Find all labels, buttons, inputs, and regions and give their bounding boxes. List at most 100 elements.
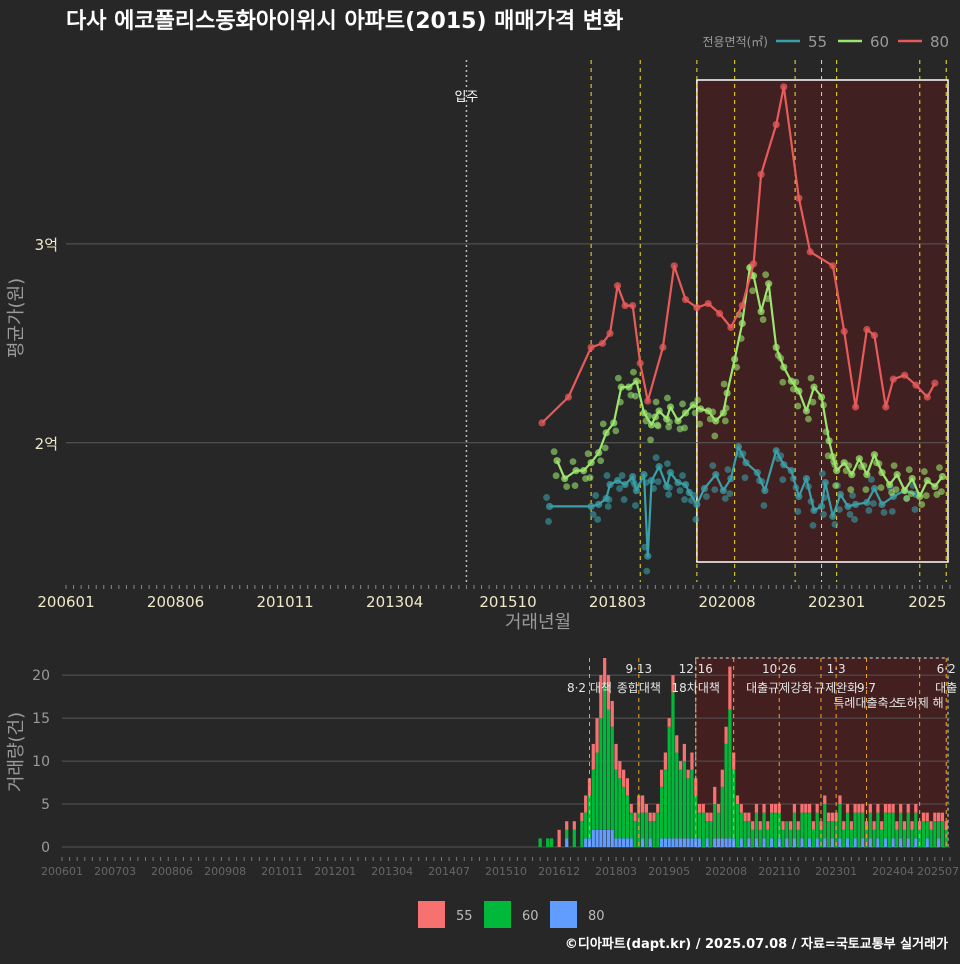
data-point: [802, 474, 811, 483]
data-point: [700, 484, 709, 493]
data-point: [760, 502, 768, 509]
data-point: [789, 475, 797, 483]
volume-bar: [937, 838, 941, 847]
volume-bar: [815, 838, 819, 847]
volume-bar: [633, 821, 637, 847]
volume-bar: [690, 838, 694, 847]
legend-label-60: 60: [870, 33, 889, 51]
volume-bar: [914, 804, 918, 813]
data-point: [912, 381, 920, 389]
volume-bar: [849, 829, 853, 847]
volume-bar: [603, 829, 607, 847]
volume-bar: [584, 838, 588, 847]
annotation-date: 9·13: [625, 662, 652, 676]
volume-bar: [686, 778, 690, 839]
data-point: [863, 325, 871, 334]
volume-bar: [584, 795, 588, 813]
annotation-sublabel: 특례대출축소: [833, 696, 899, 710]
volume-bar: [754, 812, 759, 839]
volume-bar: [618, 778, 622, 839]
data-point: [564, 393, 573, 401]
x-tick-label: 201803: [589, 593, 646, 611]
data-point: [620, 496, 628, 503]
volume-bar: [925, 838, 929, 847]
volume-bar: [671, 838, 675, 847]
volume-bar: [686, 769, 690, 779]
volume-bar: [853, 804, 857, 813]
footer-credit: ©디아파트(dapt.kr) / 2025.07.08 / 자료=국토교통부 실…: [565, 936, 948, 952]
volume-bar: [819, 821, 823, 830]
volume-bar: [766, 829, 770, 847]
volume-bar: [857, 812, 861, 847]
data-point: [616, 398, 624, 406]
volume-bar: [937, 821, 941, 839]
volume-bar: [705, 821, 709, 839]
volume-bar: [830, 838, 834, 847]
volume-bar: [902, 821, 907, 830]
data-point: [810, 506, 818, 515]
volume-bar: [705, 838, 709, 847]
volume-bar: [675, 752, 679, 839]
data-point: [640, 471, 648, 479]
data-point: [679, 400, 686, 408]
data-point: [655, 407, 663, 415]
data-point: [777, 354, 785, 362]
volume-bar: [845, 812, 850, 839]
data-point: [809, 522, 817, 529]
volume-bar: [709, 821, 713, 847]
data-point: [601, 444, 609, 452]
data-point: [721, 417, 729, 425]
volume-bar: [944, 821, 948, 830]
data-point: [880, 509, 888, 516]
data-point: [931, 482, 939, 491]
volume-bar: [648, 838, 652, 847]
volume-bar: [728, 666, 732, 710]
data-point: [772, 343, 780, 351]
volume-bar: [629, 812, 633, 839]
volume-bar: [572, 829, 576, 847]
volume-bar: [584, 812, 588, 839]
data-point: [723, 389, 731, 397]
volume-bar: [743, 812, 747, 822]
data-point: [742, 459, 750, 467]
bar-x-tick-label: 202404: [872, 865, 914, 878]
volume-bar: [800, 804, 804, 813]
volume-bar: [705, 812, 709, 822]
data-point: [848, 471, 856, 479]
volume-bar: [565, 829, 569, 839]
data-point: [802, 407, 811, 415]
data-point: [753, 469, 761, 477]
data-point: [795, 194, 803, 202]
volume-bar: [842, 821, 846, 830]
annotation-label: 규제완화: [814, 681, 858, 695]
data-point: [689, 401, 697, 409]
volume-bar: [659, 786, 664, 839]
volume-bar: [785, 821, 789, 839]
data-point: [795, 387, 803, 395]
volume-bar: [792, 812, 797, 839]
volume-bar: [796, 829, 800, 847]
volume-bar: [792, 838, 797, 847]
volume-bar: [610, 726, 614, 830]
data-point: [892, 486, 900, 494]
volume-bar: [895, 821, 899, 830]
data-point: [936, 464, 943, 471]
data-point: [726, 490, 734, 497]
data-point: [681, 296, 690, 304]
data-point: [832, 482, 840, 490]
volume-bar: [678, 761, 683, 770]
data-point: [694, 396, 702, 404]
data-point: [840, 327, 848, 336]
volume-bar: [682, 838, 686, 847]
data-point: [847, 486, 855, 494]
data-point: [641, 543, 649, 551]
data-point: [780, 83, 788, 91]
data-point: [901, 371, 909, 379]
volume-bar: [720, 769, 724, 787]
volume-bar: [622, 786, 626, 839]
data-point: [938, 488, 945, 495]
annotation-label: 8·2 대책: [567, 680, 612, 695]
data-point: [632, 377, 641, 385]
data-point: [681, 480, 690, 489]
volume-bar: [724, 726, 728, 744]
